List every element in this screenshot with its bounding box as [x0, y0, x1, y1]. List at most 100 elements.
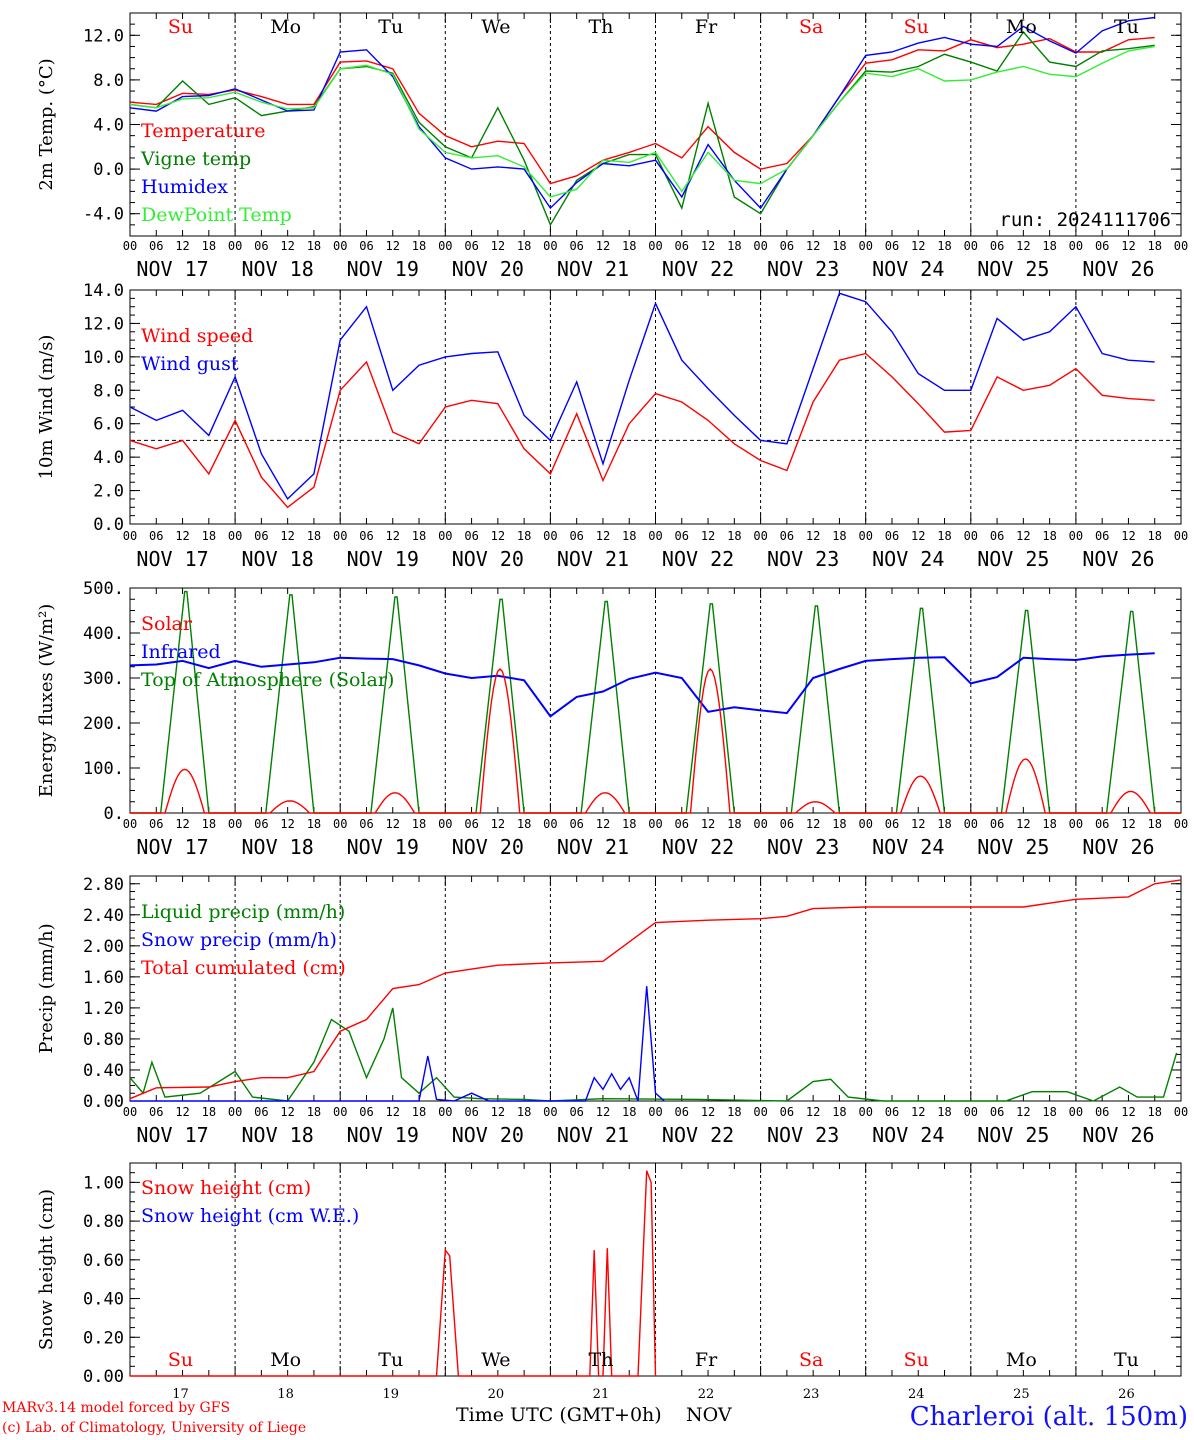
- hour-tick-label: 06: [569, 529, 583, 543]
- series-line-wind-gust: [129, 292, 1155, 501]
- series-line-humidex: [129, 16, 1155, 210]
- legend-entry: Total cumulated (cm): [141, 957, 346, 979]
- date-label: NOV 19: [347, 257, 419, 281]
- hour-tick-label: 00: [438, 1105, 452, 1119]
- hour-tick-label: 12: [491, 239, 505, 253]
- hour-tick-label: 18: [517, 529, 531, 543]
- hour-tick-label: 06: [149, 1105, 163, 1119]
- hour-tick-label: 00: [1069, 817, 1083, 831]
- date-label: NOV 19: [347, 835, 419, 859]
- hour-tick-label: 00: [438, 817, 452, 831]
- hour-tick-label: 18: [412, 817, 426, 831]
- hour-tick-label: 06: [780, 1105, 794, 1119]
- legend-entry: Wind gust: [141, 353, 239, 375]
- date-label: NOV 25: [977, 547, 1049, 571]
- date-label: NOV 21: [557, 1123, 629, 1147]
- hour-tick-label: 06: [254, 529, 268, 543]
- hour-tick-label: 00: [123, 1105, 137, 1119]
- hour-tick-label: 18: [622, 1105, 636, 1119]
- hour-tick-label: 12: [1016, 239, 1030, 253]
- y-axis-label: 2m Temp. (°C): [36, 58, 57, 190]
- hour-tick-label: 18: [307, 1105, 321, 1119]
- y-tick-label: 2.80: [83, 875, 124, 895]
- hour-tick-label: 12: [175, 239, 189, 253]
- y-tick-label: 12.0: [83, 314, 124, 334]
- date-label: NOV 26: [1082, 835, 1154, 859]
- x-axis-title: Time UTC (GMT+0h): [456, 1404, 662, 1426]
- y-tick-label: 8.0: [93, 71, 124, 91]
- weekday-label: Su: [168, 16, 193, 38]
- hour-tick-label: 06: [780, 817, 794, 831]
- y-axis-label: Snow height (cm): [36, 1189, 57, 1350]
- hour-tick-label: 00: [1069, 1105, 1083, 1119]
- weekday-label: Mo: [270, 1349, 301, 1371]
- hour-tick-label: 00: [438, 239, 452, 253]
- date-label: NOV 18: [242, 257, 314, 281]
- panel-4: [129, 875, 1182, 1102]
- hour-tick-label: 12: [491, 817, 505, 831]
- hour-tick-label: 18: [832, 239, 846, 253]
- hour-tick-label: 12: [386, 529, 400, 543]
- hour-tick-label: 06: [780, 239, 794, 253]
- hour-tick-label: 12: [911, 817, 925, 831]
- date-label: NOV 25: [977, 257, 1049, 281]
- hour-tick-label: 06: [464, 239, 478, 253]
- hour-tick-label: 06: [464, 529, 478, 543]
- y-tick-label: 0.0: [93, 160, 124, 180]
- legend-entry: Snow height (cm W.E.): [141, 1205, 359, 1227]
- weekday-label: Mo: [1006, 1349, 1037, 1371]
- y-tick-label: 200.: [83, 714, 124, 734]
- hour-tick-label: 00: [1174, 1105, 1188, 1119]
- hour-tick-label: 12: [911, 1105, 925, 1119]
- hour-tick-label: 00: [648, 239, 662, 253]
- date-label: NOV 18: [242, 547, 314, 571]
- hour-tick-label: 00: [228, 239, 242, 253]
- hour-tick-label: 18: [1147, 239, 1161, 253]
- hour-tick-label: 12: [806, 239, 820, 253]
- hour-tick-label: 00: [1069, 239, 1083, 253]
- hour-tick-label: 12: [175, 1105, 189, 1119]
- hour-tick-label: 00: [333, 1105, 347, 1119]
- date-label: NOV 26: [1082, 257, 1154, 281]
- y-tick-label: 300.: [83, 669, 124, 689]
- hour-tick-label: 06: [569, 817, 583, 831]
- hour-tick-label: 06: [569, 239, 583, 253]
- y-tick-label: 14.0: [83, 281, 124, 301]
- y-tick-label: 2.0: [93, 482, 124, 502]
- hour-tick-label: 00: [753, 817, 767, 831]
- day-number-label: 21: [593, 1387, 610, 1402]
- hour-tick-label: 12: [701, 239, 715, 253]
- hour-tick-label: 06: [675, 1105, 689, 1119]
- hour-tick-label: 00: [123, 239, 137, 253]
- hour-tick-label: 06: [885, 529, 899, 543]
- hour-tick-label: 06: [1095, 529, 1109, 543]
- weekday-label: Su: [904, 16, 929, 38]
- hour-tick-label: 06: [675, 239, 689, 253]
- day-number-label: 26: [1118, 1387, 1135, 1402]
- hour-tick-label: 18: [727, 529, 741, 543]
- hour-tick-label: 00: [123, 817, 137, 831]
- date-label: NOV 26: [1082, 547, 1154, 571]
- y-tick-label: 1.60: [83, 968, 124, 988]
- y-axis-label: 10m Wind (m/s): [36, 335, 57, 480]
- hour-tick-label: 06: [359, 239, 373, 253]
- hour-tick-label: 12: [1121, 817, 1135, 831]
- hour-tick-label: 12: [596, 817, 610, 831]
- hour-tick-label: 18: [727, 817, 741, 831]
- hour-tick-label: 00: [964, 1105, 978, 1119]
- weekday-label: Sa: [799, 1349, 823, 1371]
- date-label: NOV 24: [872, 835, 944, 859]
- series-line-dewpoint-temp: [129, 45, 1155, 198]
- legend-entry: Vigne temp: [140, 148, 251, 170]
- hour-tick-label: 18: [832, 1105, 846, 1119]
- hour-tick-label: 00: [858, 1105, 872, 1119]
- hour-tick-label: 00: [123, 529, 137, 543]
- hour-tick-label: 06: [1095, 239, 1109, 253]
- hour-tick-label: 00: [543, 817, 557, 831]
- weekday-label: We: [481, 1349, 510, 1371]
- hour-tick-label: 00: [964, 817, 978, 831]
- legend-entry: Humidex: [141, 176, 228, 198]
- weekday-label: Tu: [378, 1349, 403, 1371]
- hour-tick-label: 00: [1174, 529, 1188, 543]
- hour-tick-label: 18: [202, 1105, 216, 1119]
